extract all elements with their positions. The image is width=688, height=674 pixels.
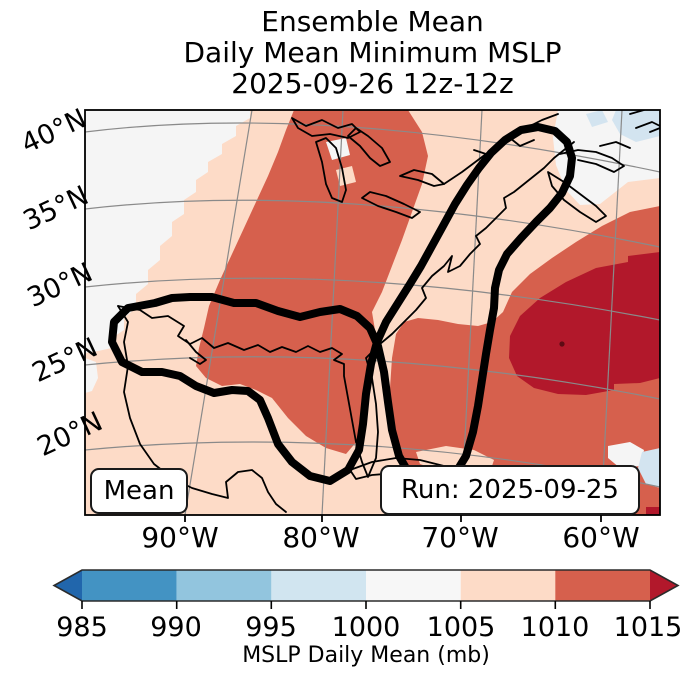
parallel-25n [85, 356, 660, 400]
x-tick-70w: 70°W [421, 521, 499, 554]
fill-lightblue-bottom-right [638, 448, 660, 488]
coastline-new-brunswick [559, 110, 660, 173]
pressure-center-dot [559, 341, 565, 347]
cb-tick-990: 990 [150, 612, 202, 643]
colorbar-under-arrow [54, 570, 82, 601]
fill-white-left-sliver [85, 358, 98, 393]
graticule [85, 110, 660, 515]
cb-tick-1010: 1010 [520, 612, 590, 643]
fill-darkred-atlantic-high [509, 252, 660, 395]
coastline-lake-erie [361, 191, 421, 219]
fill-darkred-bottom-corner [646, 507, 660, 515]
fill-peach-speck-lakes [336, 166, 356, 186]
colorbar-seg-985-990 [82, 570, 177, 601]
colorbar-label: MSLP Daily Mean (mb) [242, 643, 490, 668]
colorbar [52, 569, 680, 609]
title-line-3: 2025-09-26 12z-12z [231, 67, 514, 100]
x-tick-80w: 80°W [282, 521, 360, 554]
x-tick-60w: 60°W [562, 521, 640, 554]
colorbar-seg-1010-1015 [555, 570, 650, 601]
map-border [84, 109, 661, 516]
cb-tick-985: 985 [56, 612, 108, 643]
colorbar-seg-1005-1010 [460, 570, 556, 601]
x-tick-90w: 90°W [141, 521, 219, 554]
meridian-90w [184, 110, 253, 515]
colorbar-seg-990-995 [176, 570, 272, 601]
plot-title: Ensemble Mean Daily Mean Minimum MSLP 20… [85, 6, 660, 99]
fill-lightblue-speck [586, 110, 608, 127]
meridian-60w [600, 110, 623, 515]
parallel-30n [85, 277, 660, 321]
x-axis-ticks [184, 515, 602, 522]
coastline-lake-michigan [315, 137, 347, 203]
coastline-delta [185, 339, 207, 365]
coastline-lake-superior [291, 117, 361, 139]
colorbar-over-arrow [650, 570, 678, 601]
colorbar-seg-995-1000 [271, 570, 366, 601]
colorbar-seg-1000-1005 [366, 570, 461, 601]
title-line-2: Daily Mean Minimum MSLP [183, 36, 562, 69]
cb-tick-1015: 1015 [613, 612, 683, 643]
coastline-east [117, 141, 575, 478]
cb-tick-1005: 1005 [426, 612, 496, 643]
coastline-lake-huron [347, 127, 391, 167]
colorbar-ticks-marks [81, 601, 651, 609]
ensemble-contour [108, 123, 576, 490]
run-label-box: Run: 2025-09-25 [380, 465, 640, 515]
fill-white-bottom-right [608, 442, 644, 468]
stat-label-box: Mean [90, 468, 188, 514]
fill-white-northwest [85, 110, 250, 353]
cb-tick-995: 995 [245, 612, 297, 643]
parallel-35n [85, 199, 660, 248]
fill-lightblue-northeast [612, 110, 660, 142]
cb-tick-1000: 1000 [331, 612, 401, 643]
title-line-1: Ensemble Mean [261, 5, 484, 38]
